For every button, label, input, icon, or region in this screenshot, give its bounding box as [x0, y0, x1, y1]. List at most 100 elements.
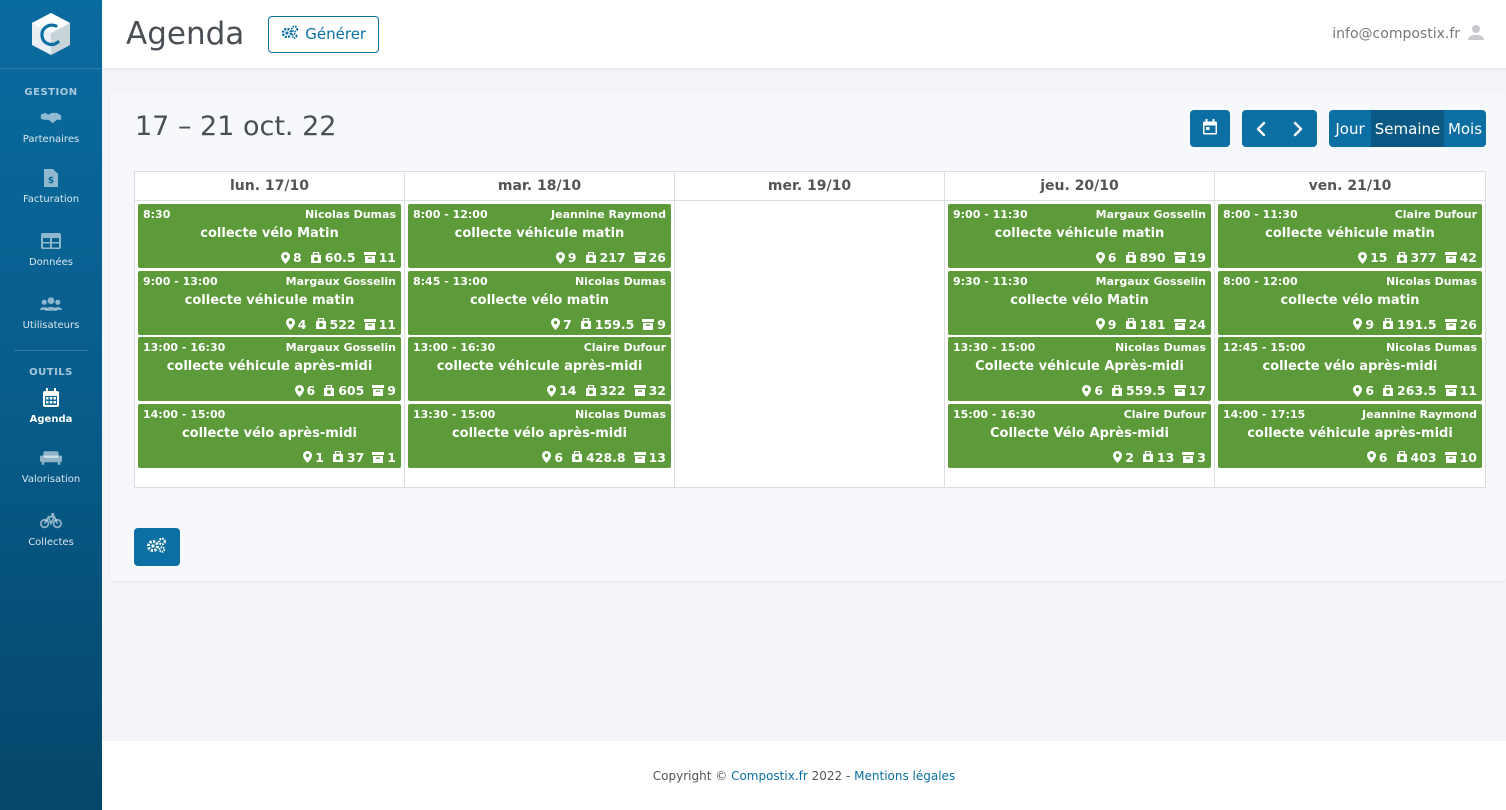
event-bins: 11 — [1444, 383, 1477, 398]
calendar-event[interactable]: 8:00 - 12:00 Nicolas Dumas collecte vélo m… — [1218, 270, 1482, 335]
sidebar-item-donnees[interactable]: Données — [0, 218, 102, 281]
event-stats: 15 377 42 — [1358, 250, 1477, 265]
chevron-right-icon — [1293, 121, 1302, 136]
event-header: 8:00 - 12:00 Nicolas Dumas — [1223, 275, 1477, 288]
calendar-event[interactable]: 8:00 - 11:30 Claire Dufour collecte véhicu… — [1218, 204, 1482, 268]
event-person: Nicolas Dumas — [1114, 341, 1206, 355]
event-time: 14:00 - 15:00 — [143, 407, 226, 421]
event-bins-value: 1 — [387, 449, 396, 465]
event-time: 8:00 - 12:00 — [1223, 274, 1298, 288]
calendar-event[interactable]: 8:45 - 13:00 Nicolas Dumas collecte vélo m… — [408, 270, 671, 335]
weight-bag-icon — [580, 318, 591, 330]
event-weight: 605 — [323, 383, 364, 398]
event-stats: 4 522 11 — [285, 316, 396, 332]
calendar-event[interactable]: 12:45 - 15:00 Nicolas Dumas collecte vélo … — [1218, 337, 1482, 402]
event-points-value: 6 — [1107, 250, 1117, 265]
event-title: collecte véhicule après-midi — [436, 359, 643, 375]
event-points-value: 9 — [1365, 316, 1375, 332]
event-bins-value: 9 — [387, 383, 396, 399]
view-month-button[interactable]: Mois — [1447, 119, 1483, 138]
sidebar-item-valorisation[interactable]: Valorisation — [0, 435, 102, 498]
event-header: 13:30 - 15:00 Nicolas Dumas — [413, 408, 666, 421]
event-person: Claire Dufour — [583, 341, 666, 355]
calendar-event[interactable]: 8:30 Nicolas Dumas collecte vélo Matin 8 60.… — [138, 204, 401, 268]
event-time: 9:00 - 11:30 — [953, 208, 1028, 221]
settings-button[interactable] — [134, 528, 180, 566]
event-points-value: 7 — [563, 316, 572, 332]
event-header: 14:00 - 17:15 Jeannine Raymond — [1223, 408, 1477, 421]
couch-icon — [40, 448, 62, 468]
event-weight-value: 605 — [338, 383, 365, 399]
map-pin-icon — [1113, 451, 1123, 464]
weight-bag-icon — [1125, 318, 1136, 330]
event-title: collecte vélo après-midi — [181, 425, 358, 441]
event-points-value: 1 — [315, 449, 324, 465]
calendar-event[interactable]: 8:00 - 12:00 Jeannine Raymond collecte véh… — [408, 204, 671, 268]
generate-button[interactable]: Générer — [268, 15, 380, 53]
user-menu[interactable]: info@compostix.fr — [1332, 24, 1484, 44]
next-week-button[interactable] — [1279, 110, 1316, 147]
event-weight-value: 428.8 — [586, 449, 626, 465]
event-points-value: 2 — [1125, 449, 1134, 465]
agenda-card: 17 – 21 oct. 22 Jour Semaine Mois lun. 1… — [110, 93, 1506, 581]
today-button[interactable] — [1190, 110, 1230, 147]
event-points-value: 9 — [567, 250, 577, 265]
calendar-event[interactable]: 14:00 - 17:15 Jeannine Raymond collecte vé… — [1218, 403, 1482, 468]
view-day-button[interactable]: Jour — [1335, 119, 1365, 138]
day-column[interactable]: mer. 19/10 — [675, 172, 945, 487]
calendar-event[interactable]: 14:00 - 15:00 collecte vélo après-midi 1 37… — [138, 403, 401, 468]
app-logo[interactable] — [0, 0, 102, 69]
event-weight-value: 559.5 — [1126, 383, 1166, 399]
sidebar-item-utilisateurs[interactable]: Utilisateurs — [0, 281, 102, 344]
bicycle-icon — [40, 511, 62, 531]
event-stats: 6 890 19 — [1095, 250, 1206, 265]
calendar-event[interactable]: 13:30 - 15:00 Nicolas Dumas Collecte véhic… — [948, 337, 1211, 402]
day-column[interactable]: mar. 18/10 8:00 - 12:00 Jeannine Raymond co… — [405, 172, 675, 487]
event-title: collecte vélo Matin — [200, 226, 339, 241]
event-header: 8:00 - 11:30 Claire Dufour — [1223, 208, 1477, 221]
sidebar-item-label: Agenda — [29, 414, 73, 425]
sidebar-item-label: Facturation — [22, 194, 80, 205]
bin-icon — [372, 451, 385, 463]
calendar-event[interactable]: 13:00 - 16:30 Margaux Gosselin collecte vé… — [138, 337, 401, 402]
event-bins: 17 — [1173, 383, 1206, 398]
bin-icon — [1444, 385, 1457, 397]
event-person: Nicolas Dumas — [1385, 341, 1477, 355]
calendar-event[interactable]: 13:30 - 15:00 Nicolas Dumas collecte vélo … — [408, 403, 671, 468]
calendar-event[interactable]: 9:00 - 11:30 Margaux Gosselin collecte véh… — [948, 204, 1211, 268]
event-points: 15 — [1358, 250, 1388, 265]
event-points: 4 — [285, 316, 307, 332]
view-switcher: Jour Semaine Mois — [1329, 110, 1486, 147]
footer-brand-link[interactable]: Compostix.fr — [731, 768, 808, 783]
bin-icon — [1444, 252, 1457, 263]
event-time: 12:45 - 15:00 — [1223, 341, 1306, 355]
event-points-value: 4 — [297, 316, 307, 332]
event-stats: 9 191.5 26 — [1353, 317, 1477, 332]
day-column[interactable]: lun. 17/10 8:30 Nicolas Dumas collecte vélo… — [135, 172, 405, 487]
sidebar-item-collectes[interactable]: Collectes — [0, 498, 102, 561]
sidebar-item-partenaires[interactable]: Partenaires — [0, 98, 102, 155]
footer-legal-link[interactable]: Mentions légales — [854, 768, 956, 783]
event-header: 8:45 - 13:00 Nicolas Dumas — [413, 275, 666, 288]
calendar-event[interactable]: 15:00 - 16:30 Claire Dufour Collecte Vélo … — [948, 403, 1211, 468]
weight-bag-icon — [1125, 251, 1136, 263]
event-person: Nicolas Dumas — [304, 208, 396, 221]
calendar-event[interactable]: 13:00 - 16:30 Claire Dufour collecte véhic… — [408, 337, 671, 402]
event-header: 9:30 - 11:30 Margaux Gosselin — [953, 275, 1206, 288]
day-events: 8:30 Nicolas Dumas collecte vélo Matin 8 60.… — [135, 201, 404, 468]
prev-week-button[interactable] — [1242, 110, 1279, 147]
view-week-button[interactable]: Semaine — [1371, 110, 1444, 147]
event-header: 14:00 - 15:00 — [143, 408, 396, 421]
day-column[interactable]: ven. 21/10 8:00 - 11:30 Claire Dufour colle… — [1215, 172, 1485, 487]
day-column[interactable]: jeu. 20/10 9:00 - 11:30 Margaux Gosselin co… — [945, 172, 1215, 487]
event-weight-value: 37 — [346, 449, 365, 465]
event-points: 6 — [1095, 250, 1117, 265]
bin-icon — [1444, 318, 1457, 330]
bin-icon — [363, 318, 376, 330]
calendar-event[interactable]: 9:30 - 11:30 Margaux Gosselin collecte vél… — [948, 270, 1211, 335]
sidebar-section-gestion: GESTION — [24, 87, 78, 98]
calendar-event[interactable]: 9:00 - 13:00 Margaux Gosselin collecte véh… — [138, 270, 401, 335]
sidebar-item-agenda[interactable]: Agenda — [0, 378, 102, 435]
event-weight: 263.5 — [1382, 383, 1437, 398]
sidebar-item-facturation[interactable]: $ Facturation — [0, 155, 102, 218]
